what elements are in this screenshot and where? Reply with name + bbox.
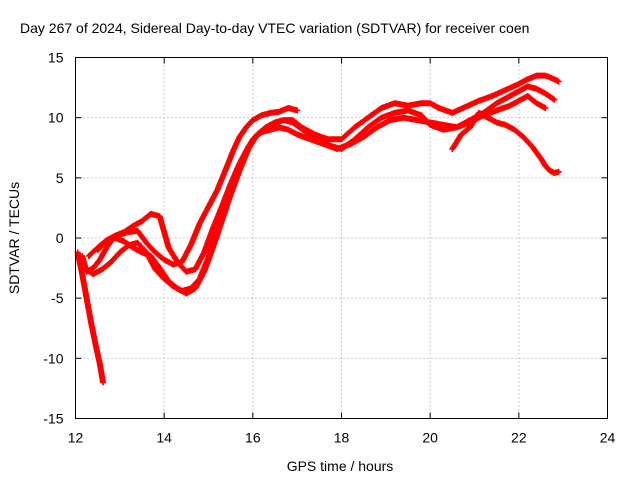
- x-tick-label: 16: [245, 430, 261, 446]
- tick-labels: 12 14 16 18 20 22 24 -15 -10 -5 0 5 10 15: [43, 50, 615, 446]
- y-axis-title: SDTVAR / TECUs: [6, 182, 22, 294]
- plot-area: [74, 72, 562, 386]
- axis-ticks: [75, 57, 608, 419]
- y-tick-label: -10: [43, 350, 63, 366]
- plot-frame: [75, 57, 608, 419]
- data-point-markers: [85, 72, 562, 275]
- y-tick-label: -5: [51, 290, 64, 306]
- x-tick-label: 20: [422, 430, 438, 446]
- x-tick-label: 24: [600, 430, 616, 446]
- y-tick-label: -15: [43, 411, 63, 427]
- x-tick-label: 14: [156, 430, 172, 446]
- grid: [75, 57, 608, 419]
- series-track-4: [81, 93, 549, 294]
- y-tick-label: 5: [56, 170, 64, 186]
- x-tick-label: 12: [68, 430, 84, 446]
- y-tick-label: 10: [48, 110, 64, 126]
- series-track-2: [85, 72, 562, 275]
- data-point-markers: [449, 109, 562, 176]
- data-point-markers: [81, 93, 549, 294]
- y-tick-label: 0: [56, 230, 64, 246]
- series-track-5: [74, 249, 106, 386]
- x-axis-title: GPS time / hours: [287, 458, 394, 474]
- y-tick-label: 15: [48, 50, 64, 66]
- x-tick-label: 22: [511, 430, 527, 446]
- x-tick-label: 18: [334, 430, 350, 446]
- chart-title: Day 267 of 2024, Sidereal Day-to-day VTE…: [20, 20, 529, 36]
- data-point-markers: [74, 249, 106, 386]
- series-track-6: [449, 109, 562, 176]
